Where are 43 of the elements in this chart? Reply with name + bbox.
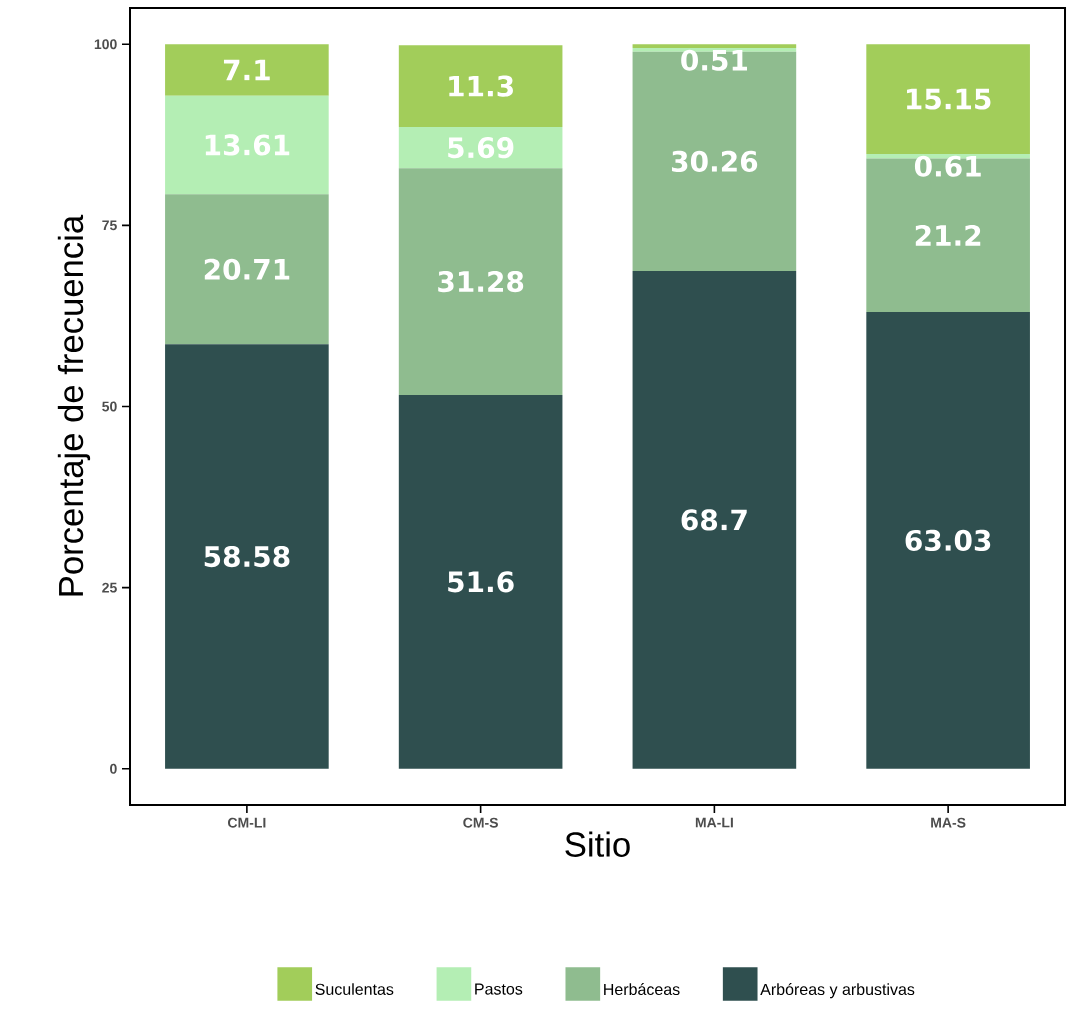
legend-label: Suculentas xyxy=(315,983,394,995)
bar xyxy=(398,168,563,395)
x-tick-label: CM-LI xyxy=(228,817,266,828)
bar xyxy=(165,44,329,96)
bar xyxy=(398,394,563,769)
data-label: 11.3 xyxy=(449,75,513,97)
data-label: 15.15 xyxy=(907,88,991,110)
x-tick-label: MA-LI xyxy=(695,817,733,828)
bar xyxy=(165,95,329,195)
y-tick-label: 100 xyxy=(94,39,117,50)
data-label: 30.26 xyxy=(671,150,758,172)
bar xyxy=(866,312,1030,769)
data-label: 63.03 xyxy=(905,529,991,552)
data-label: 7.1 xyxy=(223,59,270,81)
y-tick-label: 75 xyxy=(102,220,117,231)
legend-label: Pastos xyxy=(475,983,523,995)
x-tick-label: MA-S xyxy=(931,817,966,828)
y-axis-title: Porcentaje de frecuencia xyxy=(57,214,91,596)
data-label: 51.6 xyxy=(448,571,514,593)
y-tick-label: 25 xyxy=(102,582,117,593)
x-axis-title: Sitio xyxy=(565,831,630,857)
legend-label: Arbóreas y arbustivas xyxy=(760,983,915,999)
bar xyxy=(165,344,329,769)
y-tick-label: 0 xyxy=(110,763,117,774)
data-label: 5.69 xyxy=(448,137,514,159)
bar xyxy=(866,44,1030,155)
data-label: 68.7 xyxy=(681,509,747,531)
legend-label: Herbáceas xyxy=(604,983,680,996)
data-label: 0.61 xyxy=(914,155,981,177)
data-label: 20.71 xyxy=(204,258,290,280)
data-label: 13.61 xyxy=(205,134,290,156)
bar xyxy=(165,194,329,345)
data-label: 0.51 xyxy=(681,49,747,71)
data-label: 21.2 xyxy=(915,224,981,246)
data-label: 58.58 xyxy=(204,545,290,568)
bar xyxy=(632,51,797,272)
data-label: 31.28 xyxy=(438,270,524,293)
bar xyxy=(398,45,563,128)
bar xyxy=(632,271,797,769)
y-tick-label: 50 xyxy=(102,401,117,412)
bar xyxy=(398,127,563,169)
x-tick-label: CM-S xyxy=(463,817,498,828)
bar xyxy=(632,44,797,49)
